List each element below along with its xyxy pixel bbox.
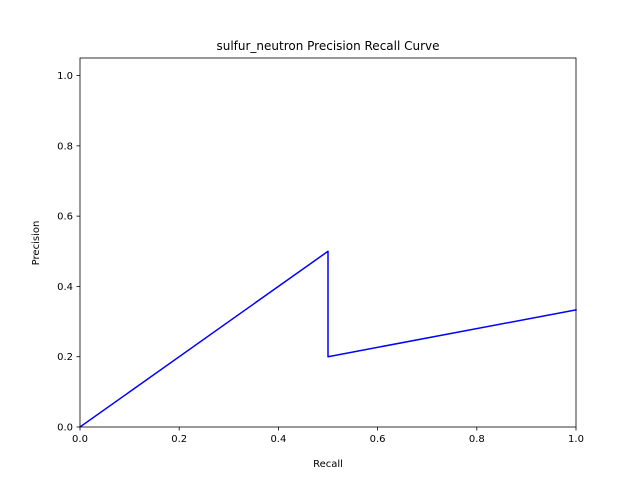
x-tick-label: 0.6 [370,434,386,445]
series-line-0 [78,250,577,429]
x-tick-label: 0.2 [171,434,187,445]
x-tick-label: 0.0 [72,434,88,445]
y-tick-label: 1.0 [57,71,73,82]
y-tick-label: 0.6 [57,212,73,223]
y-tick-label: 0.0 [57,423,73,434]
y-tick-label: 0.8 [57,141,73,152]
x-tick-label: 0.8 [469,434,485,445]
y-tick-label: 0.2 [57,352,73,363]
chart-title: sulfur_neutron Precision Recall Curve [216,39,439,53]
plot-area: 0.0 0.2 0.4 0.6 0.8 1.0 0.0 0.2 0.4 0.6 0.8 1.0 [57,57,584,445]
y-tick-label: 0.4 [57,282,73,293]
axes-frame [79,57,577,428]
x-tick-label: 0.4 [270,434,286,445]
x-axis-label: Recall [313,459,343,470]
x-tick-label: 1.0 [568,434,584,445]
y-axis-label: Precision [31,221,42,266]
